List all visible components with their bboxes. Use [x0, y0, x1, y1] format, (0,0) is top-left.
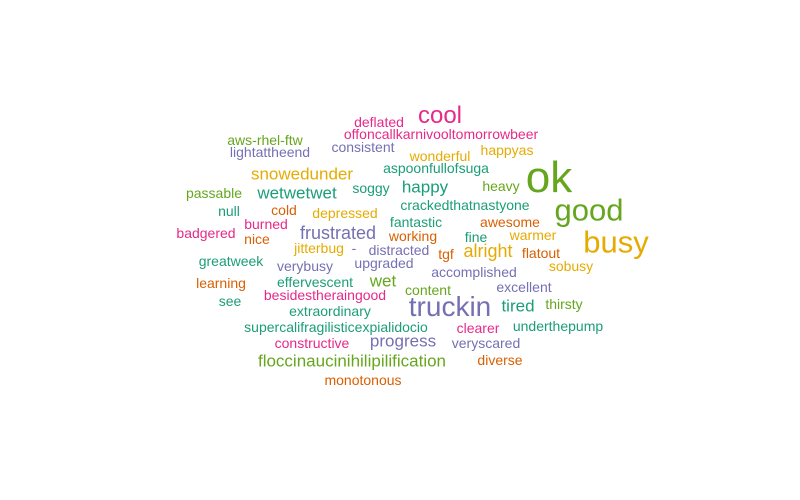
word-sobusy: sobusy — [548, 258, 594, 274]
word-snowedunder: snowedunder — [250, 164, 354, 184]
word-crackedthatnastyone: crackedthatnastyone — [400, 197, 530, 213]
word-upgraded: upgraded — [354, 255, 414, 271]
word-aspoonfullofsuga: aspoonfullofsuga — [383, 160, 489, 176]
word-monotonous: monotonous — [324, 372, 402, 388]
word-tgf: tgf — [438, 246, 454, 262]
word-diverse: diverse — [477, 352, 523, 368]
word-lightattheend: lightattheend — [229, 144, 311, 160]
word-frustrated: frustrated — [299, 223, 377, 243]
word-progress: progress — [369, 331, 437, 351]
word-jitterbug: jitterbug — [294, 240, 344, 256]
word-content: content — [405, 282, 451, 298]
word-veryscared: veryscared — [451, 335, 521, 351]
word-fantastic: fantastic — [389, 214, 443, 230]
word-nice: nice — [244, 231, 270, 247]
word-clearer: clearer — [456, 320, 500, 336]
word-ok: ok — [525, 153, 573, 202]
word-passable: passable — [185, 185, 243, 201]
word-wonderful: wonderful — [409, 148, 471, 164]
word-good: good — [554, 192, 624, 228]
word-deflated: deflated — [354, 114, 404, 130]
word-wetwetwet: wetwetwet — [257, 183, 337, 203]
word-flatout: flatout — [521, 245, 561, 261]
word-accomplished: accomplished — [431, 264, 517, 280]
word-busy: busy — [583, 224, 649, 260]
word-working: working — [388, 228, 438, 244]
word-effervescent: effervescent — [276, 274, 354, 290]
word-null: null — [218, 203, 240, 219]
word-extraordinary: extraordinary — [289, 303, 371, 319]
word-alright: alright — [463, 241, 513, 261]
word-underthepump: underthepump — [512, 318, 604, 334]
word-aws-rhel-ftw: aws-rhel-ftw — [227, 132, 303, 148]
word-tired: tired — [501, 296, 535, 316]
word-offoncallkarnivooltomorrowbeer: offoncallkarnivooltomorrowbeer — [343, 126, 539, 142]
word-greatweek: greatweek — [198, 253, 264, 269]
word-floccinaucinihilipilification: floccinaucinihilipilification — [257, 351, 447, 371]
word-excellent: excellent — [496, 279, 552, 295]
word-soggy: soggy — [352, 180, 390, 196]
word-warmer: warmer — [509, 227, 557, 243]
word-cool: cool — [417, 102, 463, 129]
word-depressed: depressed — [312, 205, 378, 221]
word-burned: burned — [244, 216, 288, 232]
word-cold: cold — [271, 202, 297, 218]
word-badgered: badgered — [176, 225, 236, 241]
word-besidestheraingood: besidestheraingood — [263, 287, 387, 303]
word-thirsty: thirsty — [545, 296, 583, 312]
word-supercalifragilisticexpialidocio: supercalifragilisticexpialidocio — [244, 319, 428, 335]
word-fine: fine — [464, 229, 488, 245]
word-see: see — [218, 293, 242, 309]
word-learning: learning — [196, 275, 246, 291]
word-happy: happy — [401, 177, 449, 197]
word-distracted: distracted — [368, 242, 430, 258]
word-awesome: awesome — [480, 214, 540, 230]
word-constructive: constructive — [274, 335, 350, 351]
word-heavy: heavy — [482, 178, 520, 194]
word-dash: - — [351, 240, 357, 256]
word-wet: wet — [369, 271, 397, 291]
word-happyas: happyas — [480, 142, 534, 158]
word-truckin: truckin — [408, 291, 492, 322]
word-verybusy: verybusy — [276, 258, 334, 274]
word-consistent: consistent — [331, 139, 395, 155]
